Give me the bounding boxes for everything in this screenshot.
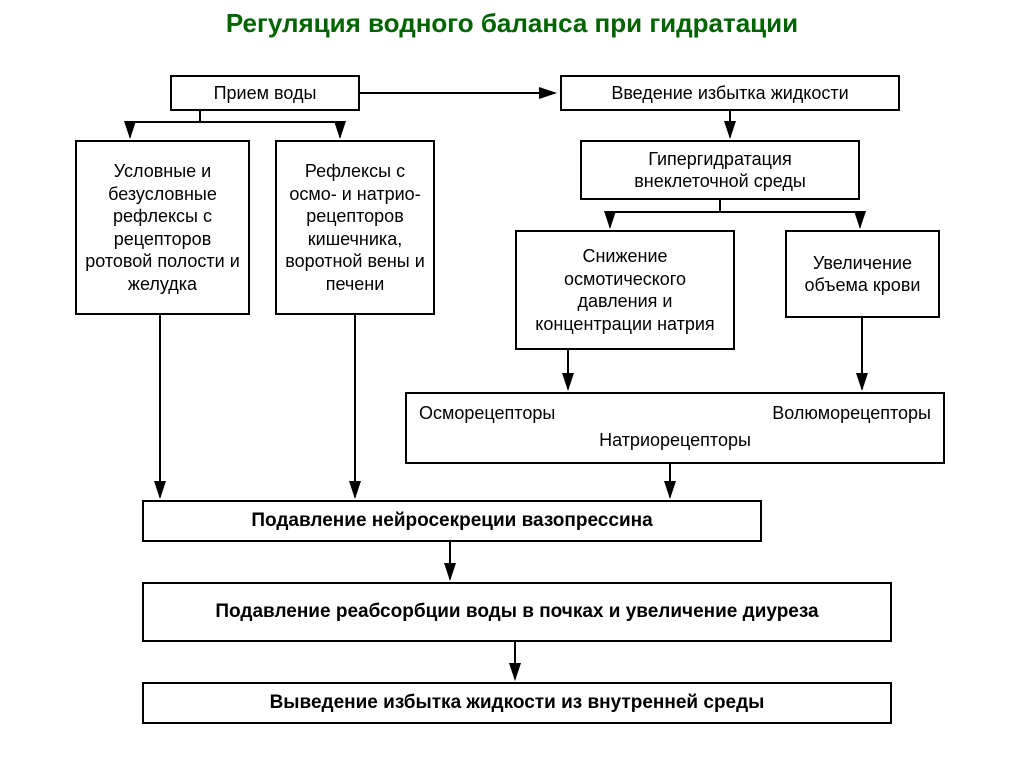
box-excess-fluid: Введение избытка жидкости (560, 75, 900, 111)
diagram-title: Регуляция водного баланса при гидратации (0, 8, 1024, 39)
box-excretion: Выведение избытка жидкости из внутренней… (142, 682, 892, 724)
box-blood-volume: Увеличение объема крови (785, 230, 940, 318)
box-kidney: Подавление реабсорбции воды в почках и у… (142, 582, 892, 642)
flowchart-arrows (0, 0, 1024, 767)
receptors-osmo-label: Осморецепторы (419, 402, 555, 425)
box-hyperhydration: Гипергидратация внеклеточной среды (580, 140, 860, 200)
box-osmo-reflexes: Рефлексы с осмо- и натрио-рецепторов киш… (275, 140, 435, 315)
box-receptors: Осморецепторы Волюморецепторы Натриореце… (405, 392, 945, 464)
receptors-volume-label: Волюморецепторы (772, 402, 931, 425)
box-water-intake: Прием воды (170, 75, 360, 111)
receptors-natrio-label: Натриорецепторы (599, 430, 751, 450)
box-vasopressin: Подавление нейросекреции вазопрессина (142, 500, 762, 542)
box-osmotic-pressure: Снижение осмотического давления и концен… (515, 230, 735, 350)
box-conditioned-reflexes: Условные и безусловные рефлексы с рецепт… (75, 140, 250, 315)
